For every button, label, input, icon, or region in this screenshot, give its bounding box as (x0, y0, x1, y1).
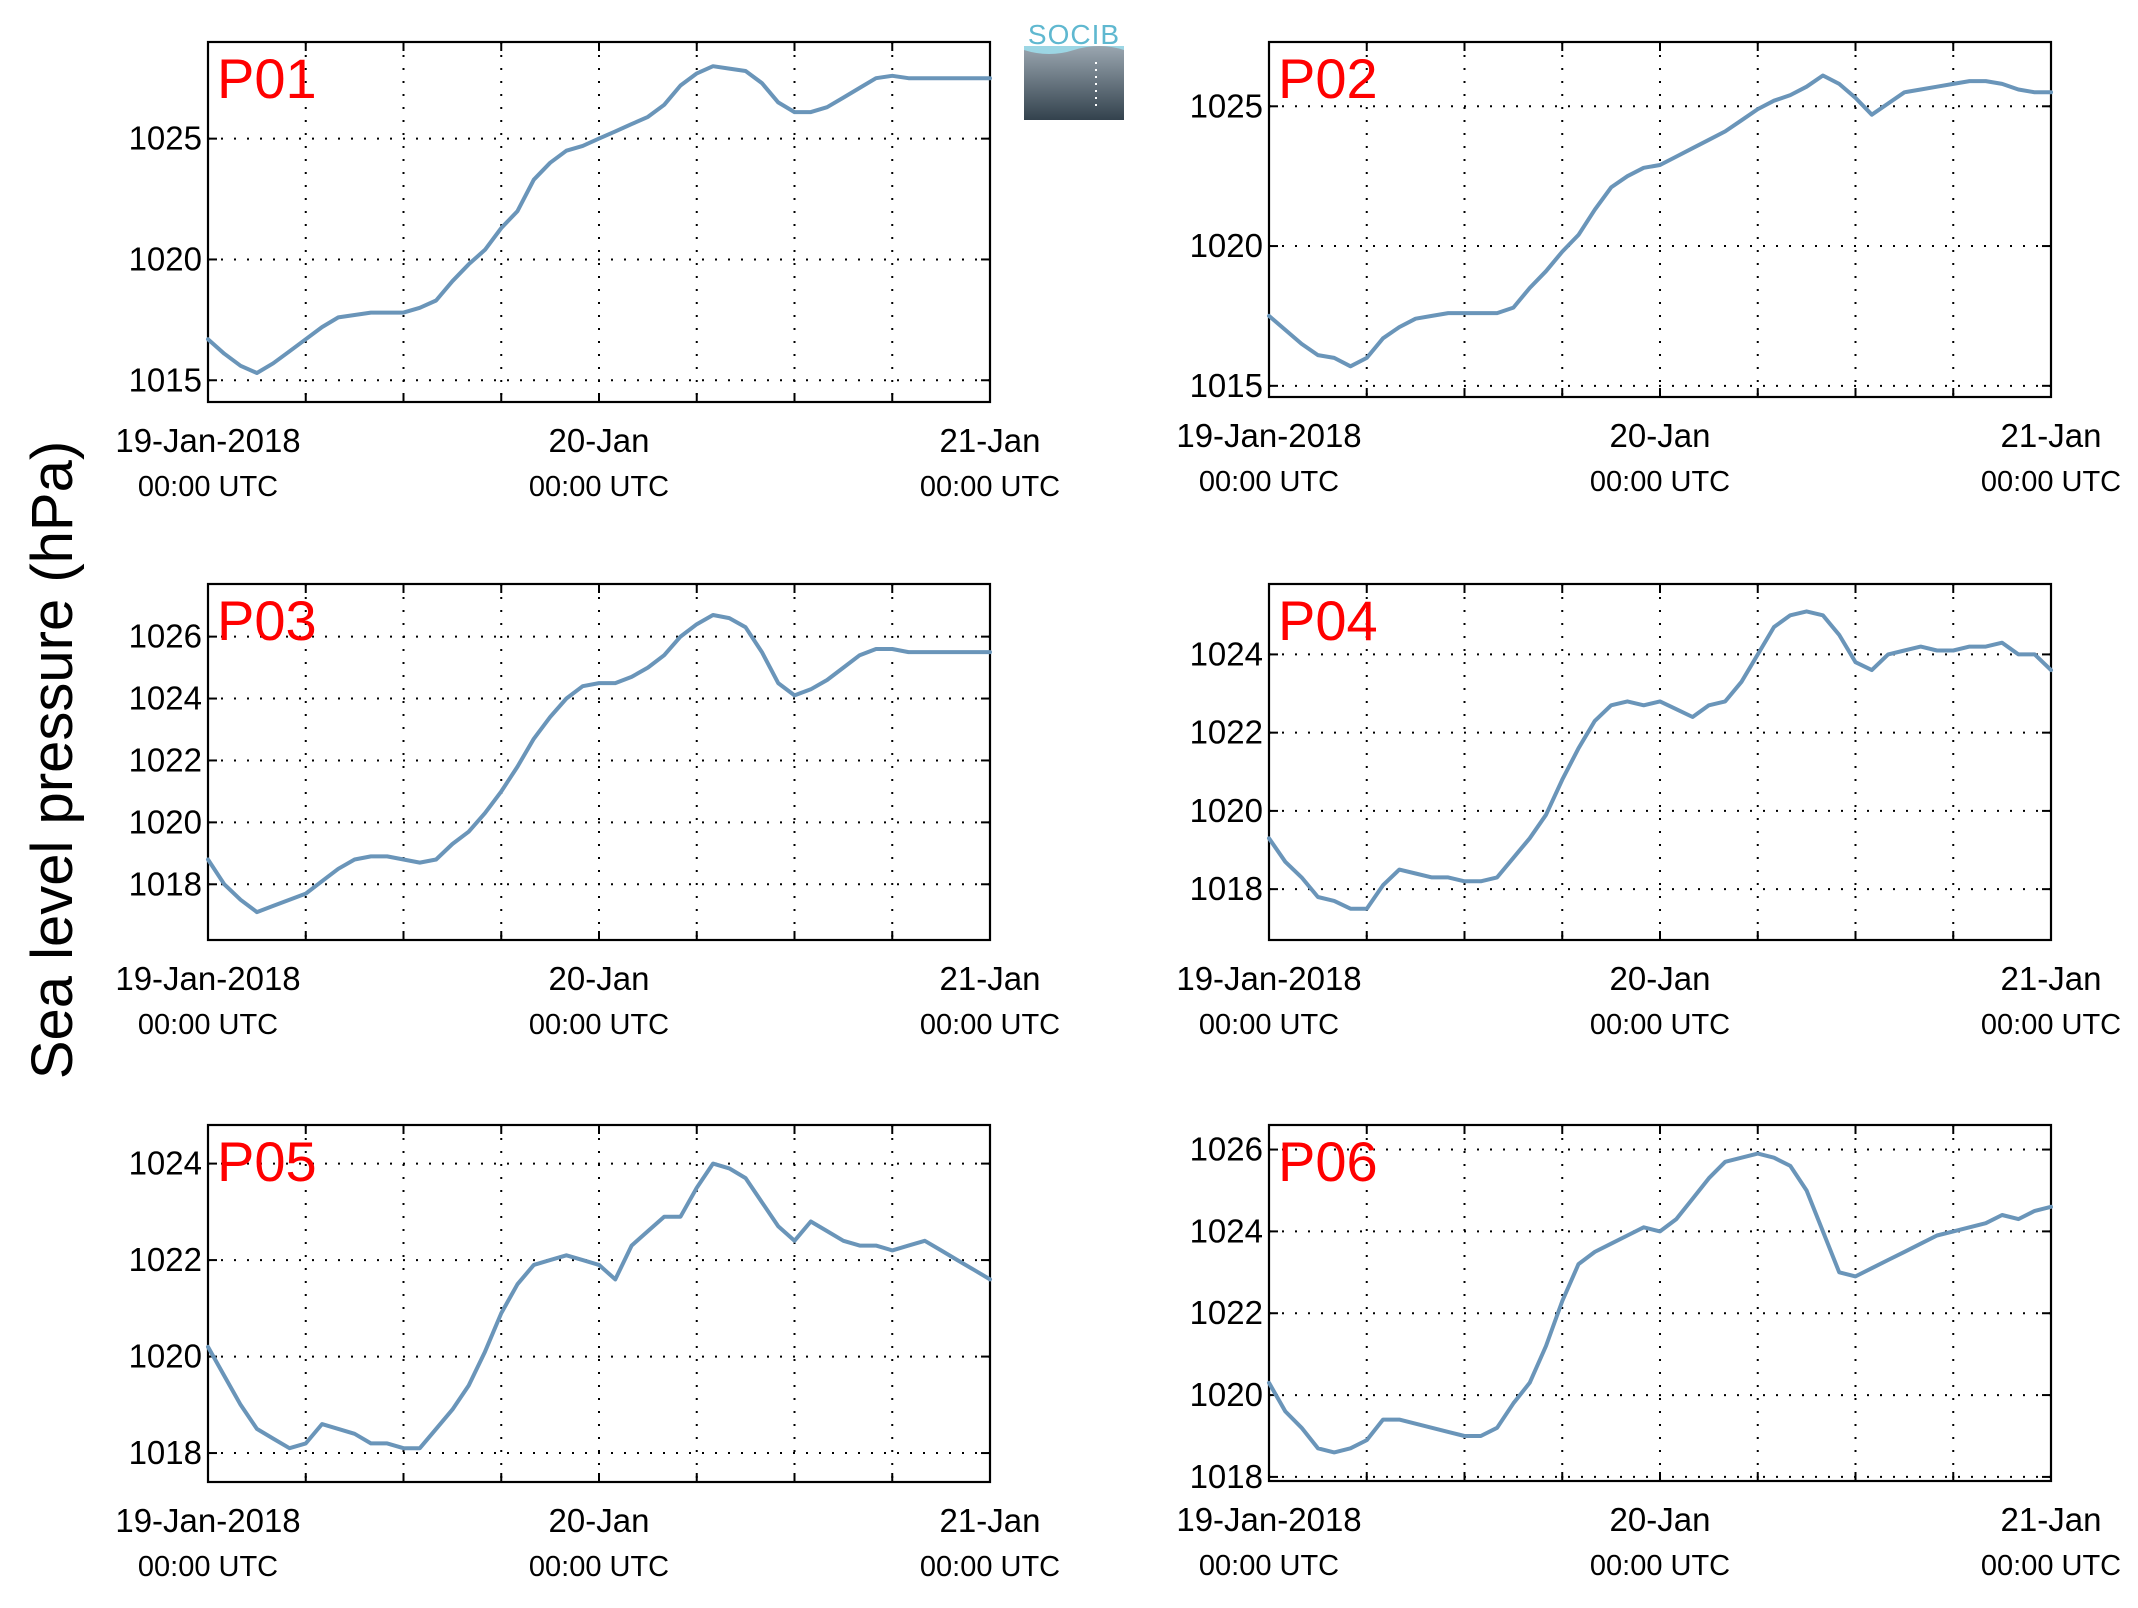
y-tick-label: 1018 (1190, 870, 1263, 907)
y-tick-label: 1015 (129, 361, 202, 398)
x-tick-label: 20-Jan (1610, 960, 1711, 997)
x-tick-sublabel: 00:00 UTC (138, 1551, 278, 1583)
panel-p01: 1015 1020 1025 19-Jan-2018 00:00 UTC 20-Jan 00… (115, 40, 1060, 503)
y-tick-label: 1022 (129, 741, 202, 778)
x-tick-sublabel: 00:00 UTC (1199, 466, 1339, 498)
x-tick-sublabel: 00:00 UTC (529, 471, 669, 503)
panel-label-p03: P03 (217, 589, 317, 652)
x-tick-label: 19-Jan-2018 (1176, 417, 1361, 454)
x-tick-sublabel: 00:00 UTC (1590, 1550, 1730, 1582)
x-tick-sublabel: 00:00 UTC (1981, 1009, 2121, 1041)
y-tick-label: 1018 (1190, 1458, 1263, 1495)
x-tick-label: 20-Jan (549, 960, 650, 997)
y-tick-label: 1020 (1190, 792, 1263, 829)
series-line-p03 (206, 613, 992, 915)
series-line-p01 (206, 64, 992, 375)
y-tick-label: 1022 (129, 1241, 202, 1278)
panel-label-p05: P05 (217, 1130, 317, 1193)
x-tick-label: 19-Jan-2018 (115, 422, 300, 459)
y-tick-label: 1015 (1190, 367, 1263, 404)
plot-frame-p02 (1267, 40, 2053, 399)
panels: 1015 1020 1025 19-Jan-2018 00:00 UTC 20-Jan 00… (115, 40, 2121, 1583)
series-line-p06 (1267, 1151, 2053, 1455)
x-tick-label: 19-Jan-2018 (115, 960, 300, 997)
x-tick-sublabel: 00:00 UTC (920, 471, 1060, 503)
panel-label-p06: P06 (1278, 1130, 1378, 1193)
panel-p06: 1018 1020 1022 1024 1026 19-Jan-2018 00:00 UTC… (1176, 1123, 2121, 1582)
y-tick-label: 1020 (1190, 227, 1263, 264)
y-tick-label: 1026 (1190, 1131, 1263, 1168)
y-tick-label: 1025 (129, 120, 202, 157)
plot-frame-p03 (206, 582, 992, 942)
panel-label-p02: P02 (1278, 47, 1378, 110)
logo-text: SOCIB (1028, 19, 1120, 50)
x-tick-label: 21-Jan (940, 1502, 1041, 1539)
x-tick-sublabel: 00:00 UTC (529, 1551, 669, 1583)
x-tick-sublabel: 00:00 UTC (920, 1551, 1060, 1583)
socib-logo: SOCIB (1024, 19, 1124, 120)
x-tick-label: 21-Jan (940, 422, 1041, 459)
panel-p04: 1018 1020 1022 1024 19-Jan-2018 00:00 UTC 20-J… (1176, 582, 2121, 1041)
y-tick-label: 1024 (129, 1145, 202, 1182)
x-tick-sublabel: 00:00 UTC (1199, 1550, 1339, 1582)
y-tick-label: 1020 (129, 240, 202, 277)
x-tick-sublabel: 00:00 UTC (1199, 1009, 1339, 1041)
x-tick-sublabel: 00:00 UTC (138, 471, 278, 503)
y-tick-label: 1020 (129, 1338, 202, 1375)
x-tick-label: 21-Jan (2001, 417, 2102, 454)
x-tick-label: 21-Jan (2001, 1501, 2102, 1538)
x-tick-label: 19-Jan-2018 (1176, 960, 1361, 997)
y-axis-label: Sea level pressure (hPa) (20, 441, 85, 1079)
x-tick-label: 20-Jan (1610, 417, 1711, 454)
x-tick-label: 21-Jan (940, 960, 1041, 997)
x-tick-sublabel: 00:00 UTC (920, 1009, 1060, 1041)
panel-label-p04: P04 (1278, 589, 1378, 652)
panel-p05: 1018 1020 1022 1024 19-Jan-2018 00:00 UTC 20-J… (115, 1123, 1060, 1583)
y-tick-label: 1024 (1190, 635, 1263, 672)
x-tick-sublabel: 00:00 UTC (1590, 1009, 1730, 1041)
y-tick-label: 1020 (129, 803, 202, 840)
x-tick-label: 20-Jan (1610, 1501, 1711, 1538)
series-line-p04 (1267, 609, 2053, 911)
x-tick-sublabel: 00:00 UTC (529, 1009, 669, 1041)
x-tick-label: 20-Jan (549, 1502, 650, 1539)
y-tick-label: 1026 (129, 618, 202, 655)
x-tick-label: 19-Jan-2018 (115, 1502, 300, 1539)
series-line-p05 (206, 1161, 992, 1451)
y-tick-label: 1024 (1190, 1212, 1263, 1249)
panel-p03: 1018 1020 1022 1024 1026 19-Jan-2018 00:00 UTC… (115, 582, 1060, 1041)
panel-p02: 1015 1020 1025 19-Jan-2018 00:00 UTC 20-Jan 00… (1176, 40, 2121, 498)
y-tick-label: 1018 (129, 865, 202, 902)
series-line-p02 (1267, 73, 2053, 369)
x-tick-label: 19-Jan-2018 (1176, 1501, 1361, 1538)
y-tick-label: 1020 (1190, 1376, 1263, 1413)
plot-frame-p04 (1267, 582, 2053, 942)
y-tick-label: 1024 (129, 680, 202, 717)
y-tick-label: 1018 (129, 1434, 202, 1471)
x-tick-sublabel: 00:00 UTC (1981, 1550, 2121, 1582)
x-tick-label: 21-Jan (2001, 960, 2102, 997)
x-tick-sublabel: 00:00 UTC (138, 1009, 278, 1041)
x-tick-sublabel: 00:00 UTC (1590, 466, 1730, 498)
y-tick-label: 1022 (1190, 1294, 1263, 1331)
y-tick-label: 1022 (1190, 714, 1263, 751)
x-tick-label: 20-Jan (549, 422, 650, 459)
y-tick-label: 1025 (1190, 87, 1263, 124)
panel-label-p01: P01 (217, 47, 317, 110)
x-tick-sublabel: 00:00 UTC (1981, 466, 2121, 498)
